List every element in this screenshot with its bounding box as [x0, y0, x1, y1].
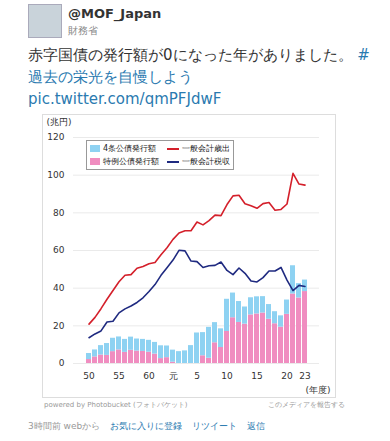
svg-text:(兆円): (兆円): [47, 117, 72, 127]
html-text:4条公債発行額: 4条公債発行額: [103, 144, 157, 153]
svg-text:20: 20: [281, 371, 293, 381]
html-text:@MOF_Japan: @MOF_Japan: [68, 6, 162, 21]
svg-text:120: 120: [47, 132, 64, 142]
svg-text:40: 40: [53, 283, 65, 293]
svg-text:15: 15: [251, 371, 262, 381]
svg-text:80: 80: [53, 208, 65, 218]
svg-text:5: 5: [194, 371, 200, 381]
html-text:特例公債発行額: 特例公債発行額: [103, 157, 159, 166]
html-text:お気に入りに登録: お気に入りに登録: [110, 421, 183, 431]
svg-text:55: 55: [113, 371, 124, 381]
svg-text:60: 60: [143, 371, 155, 381]
html-text:財務省: 財務省: [68, 25, 98, 36]
svg-text:23: 23: [299, 371, 310, 381]
html-text:pic.twitter.com/qmPFJdwF: pic.twitter.com/qmPFJdwF: [28, 90, 222, 108]
svg-text:0: 0: [59, 358, 65, 368]
html-text:3時間前 webから: 3時間前 webから: [28, 421, 101, 431]
svg-text:50: 50: [83, 371, 95, 381]
svg-text:(年度): (年度): [305, 385, 330, 395]
html-text:返信: 返信: [247, 421, 266, 431]
html-text:powered by Photobucket (フォトバケッ: powered by Photobucket (フォトバケット): [44, 401, 188, 409]
svg-text:10: 10: [221, 371, 233, 381]
svg-text:60: 60: [53, 245, 65, 255]
svg-text:20: 20: [53, 321, 65, 331]
html-text:赤字国債の発行額が0になった年がありました。#過去の栄光を自: 赤字国債の発行額が0になった年がありました。#過去の栄光を自慢しよう: [28, 46, 370, 86]
svg-text:100: 100: [47, 170, 64, 180]
html-text:このメディアを報告する: このメディアを報告する: [268, 401, 345, 409]
html-text:リツイート: リツイート: [192, 421, 238, 431]
html-text:一般会計歳出: 一般会計歳出: [182, 144, 230, 153]
svg-text:元: 元: [169, 371, 178, 381]
html-text:一般会計税収: 一般会計税収: [182, 157, 230, 166]
